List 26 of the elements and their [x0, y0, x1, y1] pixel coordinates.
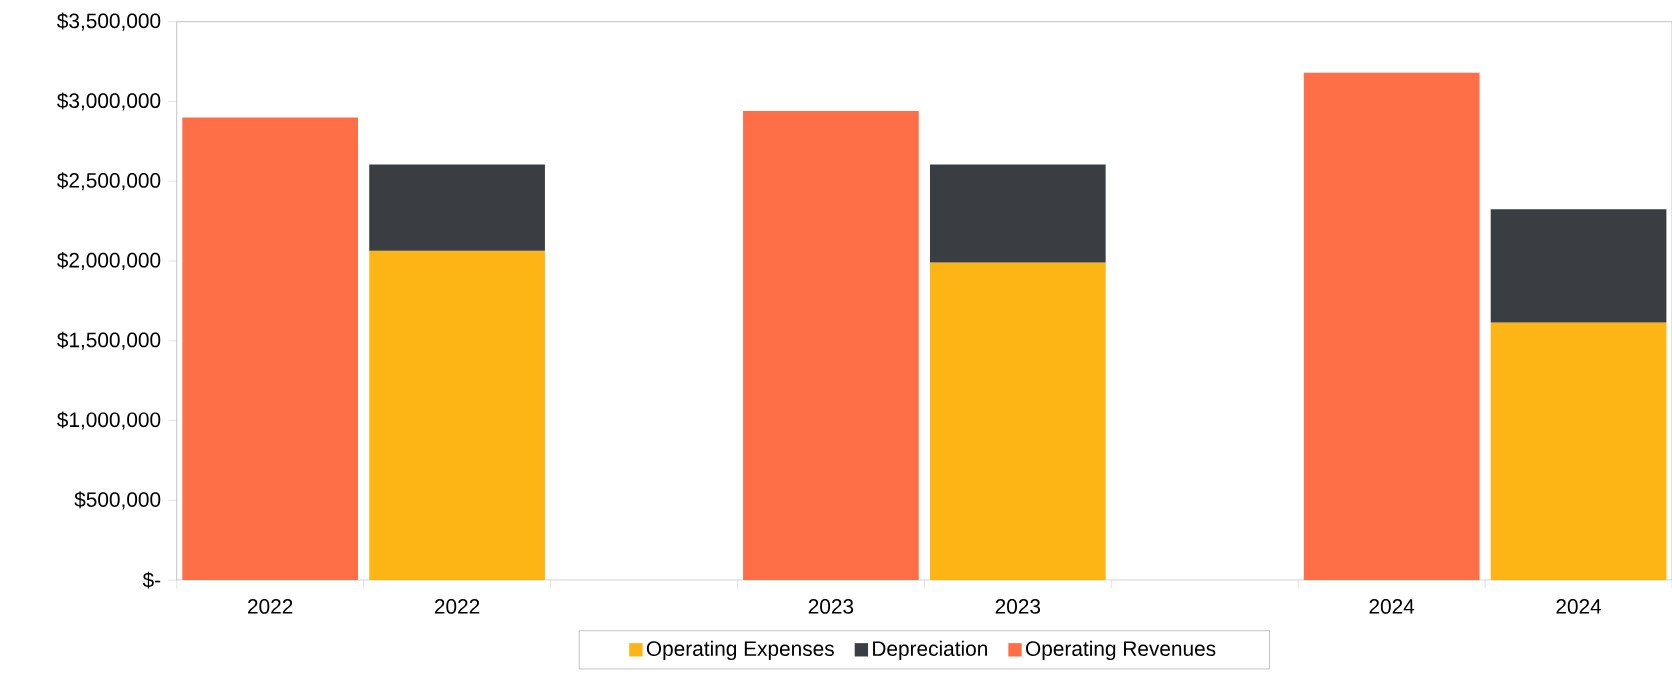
y-tick-label: $- — [142, 571, 161, 589]
y-tick-label: $500,000 — [74, 491, 161, 510]
x-tick-label: 2022 — [248, 599, 293, 614]
x-tick-label: 2024 — [1556, 599, 1602, 614]
bar — [1490, 322, 1667, 581]
x-tick-label: 2023 — [808, 599, 854, 614]
bar — [743, 111, 919, 581]
bar — [369, 250, 545, 581]
x-tick-label: 2024 — [1369, 599, 1415, 614]
legend-label: Operating Expenses — [646, 640, 834, 661]
y-tick-label: $3,000,000 — [57, 92, 161, 111]
y-tick-label: $1,000,000 — [57, 411, 161, 430]
bar — [369, 164, 545, 251]
x-tick-label: 2022 — [434, 599, 480, 614]
bar — [182, 117, 359, 581]
y-tick-label: $3,500,000 — [57, 12, 161, 31]
y-tick-label: $2,500,000 — [57, 172, 161, 191]
legend-label: Operating Revenues — [1026, 640, 1216, 661]
bar — [929, 262, 1106, 581]
x-tick-label: 2023 — [995, 599, 1041, 614]
bar — [929, 164, 1106, 263]
y-tick-label: $1,500,000 — [57, 331, 161, 350]
bar — [1303, 72, 1480, 581]
legend-label: Depreciation — [873, 640, 987, 661]
bar — [1490, 209, 1667, 323]
y-tick-label: $2,000,000 — [57, 252, 161, 271]
